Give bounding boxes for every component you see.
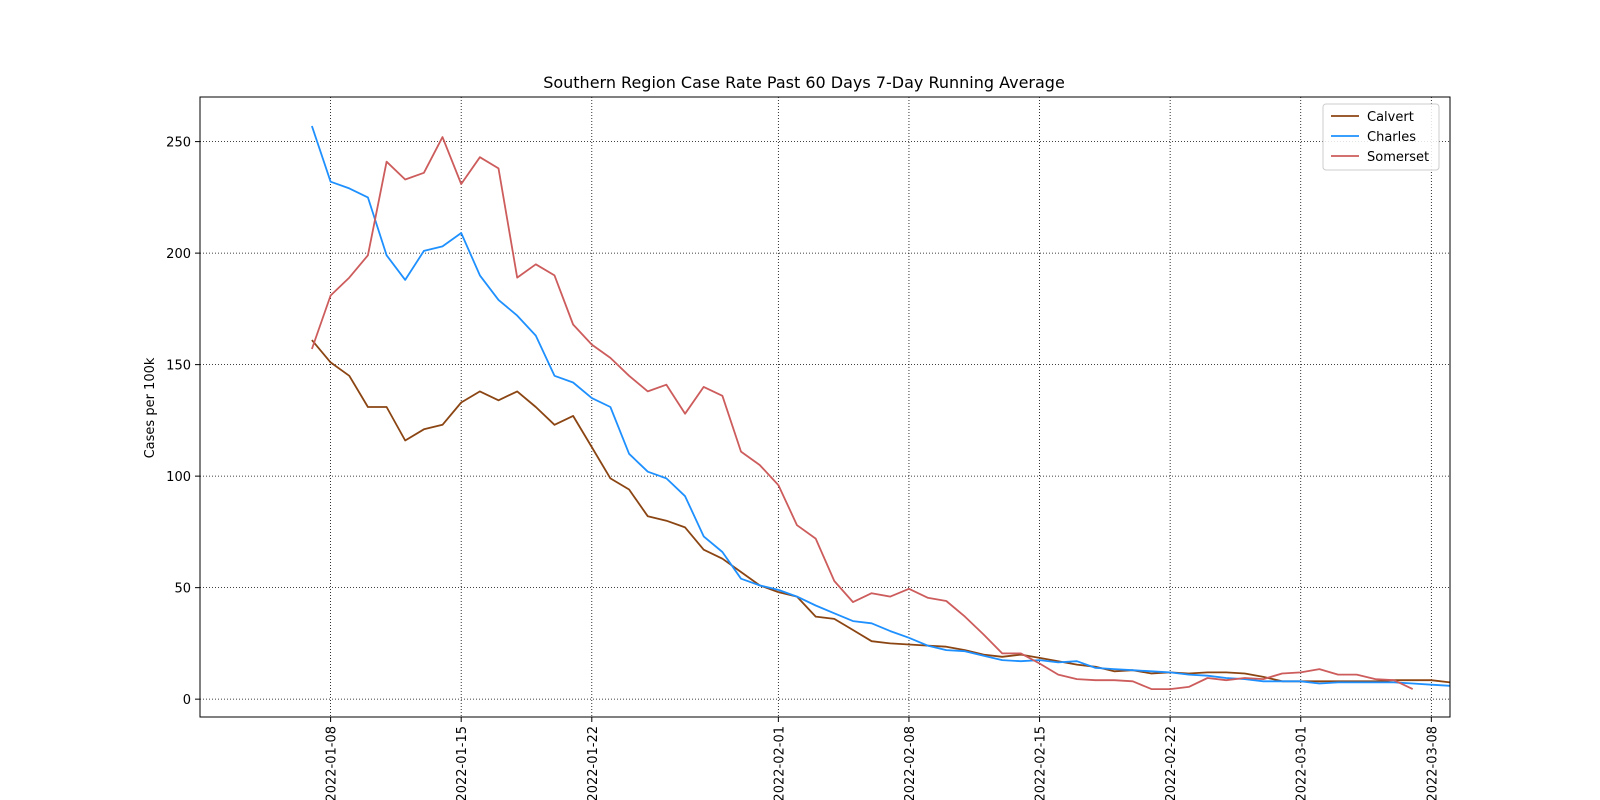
y-tick-label: 150 [166, 359, 191, 374]
series-line-somerset [311, 136, 1414, 690]
legend-label-somerset: Somerset [1367, 150, 1429, 165]
grid [200, 97, 1450, 717]
x-tick-label: 2022-03-08 [1425, 726, 1440, 800]
x-tick-label: 2022-01-08 [325, 726, 340, 800]
legend-label-calvert: Calvert [1367, 110, 1414, 125]
y-tick-label: 0 [183, 693, 191, 708]
legend-label-charles: Charles [1367, 130, 1416, 145]
x-tick-label: 2022-02-22 [1164, 726, 1179, 800]
series-line-charles [311, 125, 1451, 687]
y-tick-label: 200 [166, 247, 191, 262]
chart-title: Southern Region Case Rate Past 60 Days 7… [543, 73, 1065, 92]
x-tick-label: 2022-02-01 [772, 726, 787, 800]
plot-frame [199, 96, 1451, 718]
y-axis-label: Cases per 100k [143, 357, 158, 458]
x-tick-label: 2022-03-01 [1295, 726, 1310, 800]
legend: Calvert Charles Somerset [1322, 103, 1440, 171]
y-tick-label: 250 [166, 136, 191, 151]
legend-box [1322, 103, 1440, 171]
x-tick-label: 2022-02-08 [903, 726, 918, 800]
y-tick-label: 100 [166, 470, 191, 485]
x-tick-label: 2022-01-15 [455, 726, 470, 800]
x-tick-label: 2022-01-22 [586, 726, 601, 800]
y-tick-label: 50 [174, 582, 191, 597]
series-line-calvert [311, 339, 1451, 684]
series-lines [311, 125, 1451, 690]
x-axis-ticks: 2022-01-08 2022-01-15 2022-01-22 2022-02-01… [325, 717, 1440, 800]
y-axis-ticks: 0 50 100 150 200 250 [166, 136, 200, 708]
x-tick-label: 2022-02-15 [1034, 726, 1049, 800]
